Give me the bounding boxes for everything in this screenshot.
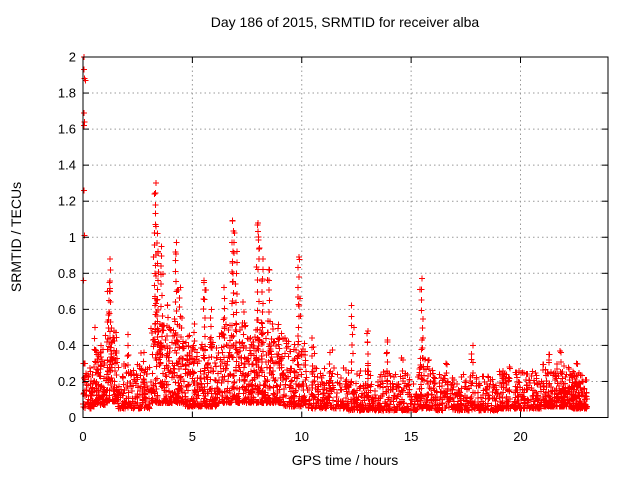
- svg-text:0.8: 0.8: [58, 266, 76, 281]
- svg-text:2: 2: [69, 50, 76, 65]
- svg-text:1.6: 1.6: [58, 122, 76, 137]
- grid: [83, 57, 608, 418]
- svg-text:0.2: 0.2: [58, 374, 76, 389]
- svg-text:0: 0: [69, 410, 76, 425]
- svg-text:1: 1: [69, 230, 76, 245]
- svg-text:0.6: 0.6: [58, 302, 76, 317]
- data-points: [80, 54, 590, 414]
- x-axis-label: GPS time / hours: [292, 452, 399, 468]
- y-axis-label: SRMTID / TECUs: [8, 182, 24, 292]
- svg-text:0: 0: [79, 429, 86, 444]
- svg-text:1.2: 1.2: [58, 194, 76, 209]
- y-tick-labels: 0 0.2 0.4 0.6 0.8 1 1.2 1.4 1.6 1.8 2: [58, 50, 76, 426]
- svg-text:5: 5: [189, 429, 196, 444]
- svg-text:0.4: 0.4: [58, 338, 76, 353]
- y-ticks: [83, 56, 608, 418]
- svg-text:1.8: 1.8: [58, 86, 76, 101]
- x-ticks: [82, 57, 521, 418]
- svg-text:10: 10: [295, 429, 309, 444]
- svg-text:20: 20: [513, 429, 527, 444]
- svg-text:1.4: 1.4: [58, 158, 76, 173]
- x-tick-labels: 0 5 10 15 20: [79, 429, 527, 444]
- chart-title: Day 186 of 2015, SRMTID for receiver alb…: [211, 14, 480, 30]
- svg-text:15: 15: [404, 429, 418, 444]
